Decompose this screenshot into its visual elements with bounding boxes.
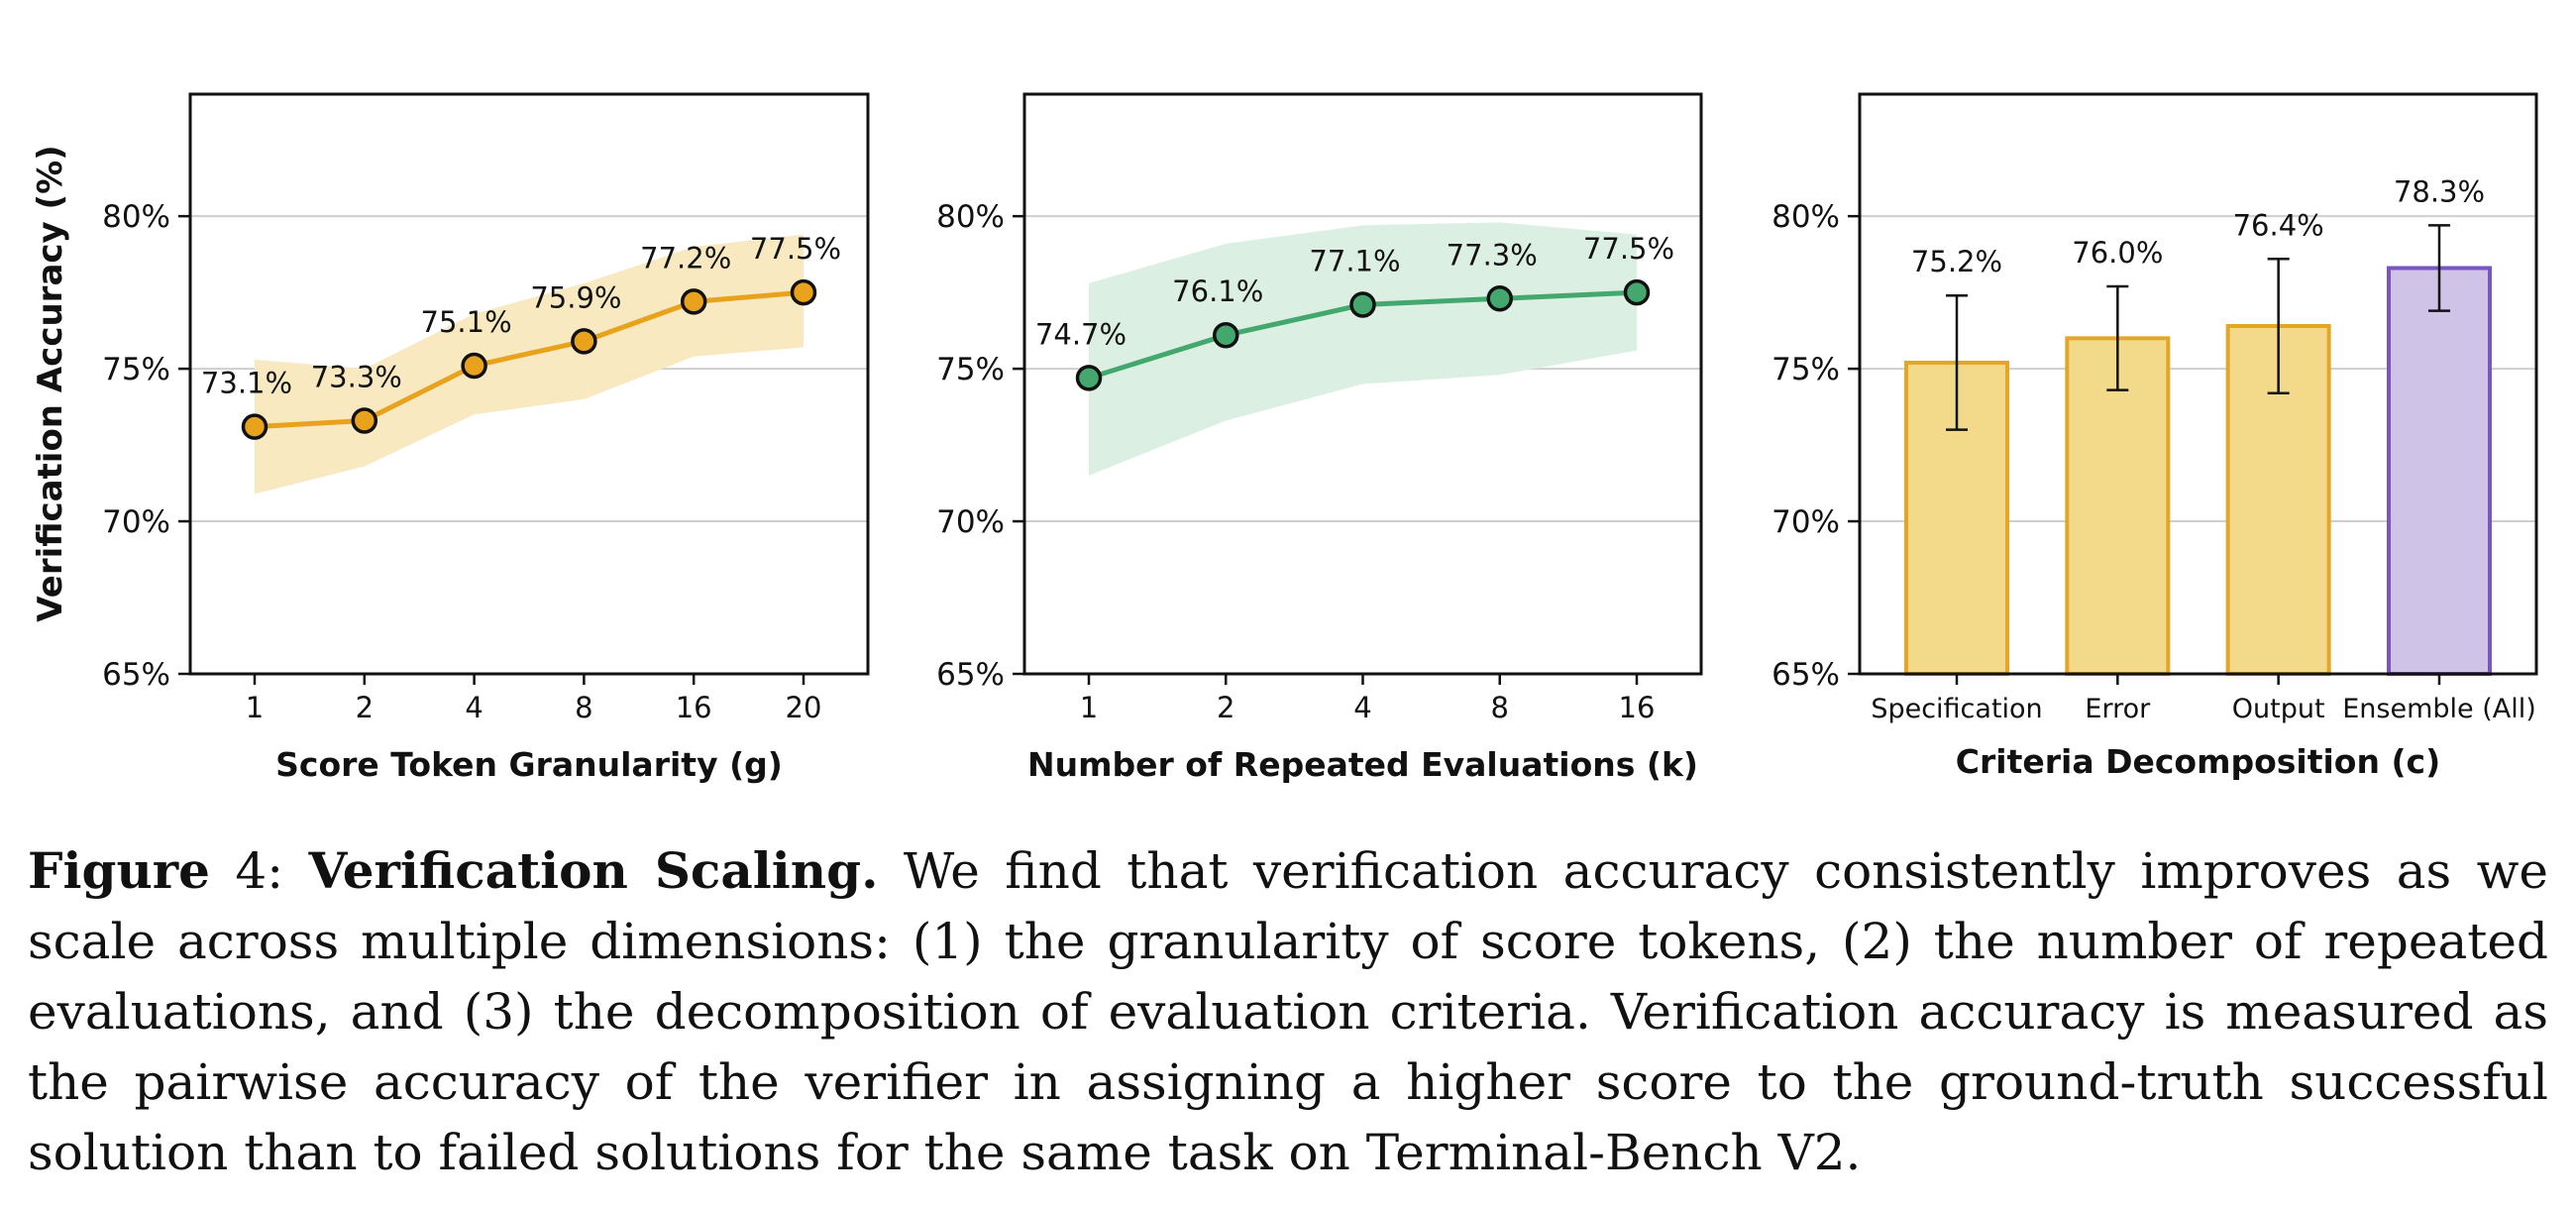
data-label: 73.1% — [201, 367, 292, 400]
caption-text: We find that verification accuracy consi… — [28, 842, 2549, 1181]
data-label: 73.3% — [311, 360, 402, 393]
y-tick-label: 70% — [102, 504, 170, 540]
data-point — [1075, 365, 1103, 391]
data-label: 75.2% — [1911, 245, 2002, 278]
data-label: 76.0% — [2072, 236, 2163, 270]
data-label: 77.3% — [1447, 238, 1538, 272]
x-tick-label: 8 — [1491, 691, 1509, 724]
data-point — [1349, 291, 1376, 318]
panel-repeated-evaluations: 65% 70% 75% 80% 74.7% 76.1% 77.1% 77.3% 77.5% 1 2 4… — [936, 92, 1703, 784]
y-tick-label: 65% — [936, 657, 1005, 693]
y-tick-label: 70% — [936, 504, 1005, 540]
y-tick-label: 75% — [102, 352, 170, 387]
panel-score-token-granularity: 65% 70% 75% 80% 73.1% 73.3% 75.1% 75.9% 77.2% 77.… — [102, 92, 870, 784]
data-label: 78.3% — [2394, 174, 2485, 208]
x-tick-label: 16 — [1619, 691, 1656, 724]
data-point — [790, 278, 817, 306]
x-tick-label: Specification — [1871, 694, 2042, 724]
plot-frame — [188, 92, 870, 676]
x-axis-title: Number of Repeated Evaluations (k) — [1027, 745, 1698, 784]
data-point — [1486, 285, 1513, 312]
data-label: 77.2% — [640, 241, 731, 275]
y-tick-label: 75% — [936, 352, 1005, 387]
data-label: 76.1% — [1172, 275, 1263, 308]
x-axis-title: Criteria Decomposition (c) — [1956, 742, 2440, 781]
data-label: 77.5% — [1583, 232, 1674, 266]
data-point — [351, 407, 378, 434]
data-point — [680, 288, 707, 315]
y-tick-label: 65% — [102, 657, 170, 693]
y-tick-label: 80% — [936, 199, 1005, 235]
plot-frame — [1022, 92, 1703, 676]
x-tick-label: 4 — [465, 691, 483, 724]
caption-title: Verification Scaling. — [308, 841, 879, 900]
x-tick-label: 2 — [1217, 691, 1234, 724]
data-label: 76.4% — [2233, 208, 2324, 242]
data-label: 74.7% — [1035, 317, 1127, 351]
x-tick-label: Ensemble (All) — [2342, 694, 2536, 724]
y-tick-label: 75% — [1771, 352, 1840, 387]
y-tick-label: 80% — [1771, 199, 1840, 235]
bar — [2387, 266, 2492, 676]
y-tick-label: 65% — [1771, 657, 1840, 693]
confidence-band — [255, 234, 804, 495]
data-point — [461, 352, 487, 380]
series-line — [254, 289, 805, 430]
caption-figure-label: Figure — [28, 841, 210, 900]
data-label: 75.1% — [421, 305, 512, 339]
x-tick-label: 2 — [356, 691, 374, 724]
data-label: 75.9% — [530, 280, 621, 314]
x-tick-label: 1 — [246, 691, 264, 724]
data-label: 77.1% — [1309, 244, 1400, 277]
y-tick-label: 80% — [102, 199, 170, 235]
data-point — [1623, 278, 1651, 306]
x-tick-label: 16 — [676, 691, 712, 724]
x-tick-label: 20 — [786, 691, 822, 724]
data-point — [241, 413, 268, 440]
figure-charts: Verification Accuracy (%) 65% 70% 75% 80% 73… — [31, 92, 2538, 784]
x-tick-label: 8 — [575, 691, 592, 724]
plot-frame — [1858, 92, 2538, 676]
x-tick-label: 4 — [1353, 691, 1371, 724]
x-tick-label: Error — [2085, 694, 2151, 724]
figure-caption: Figure 4: Verification Scaling. We find … — [28, 835, 2548, 1188]
panel-criteria-decomposition: 65% 70% 75% 80% 75.2% 76.0% 76.4% 78.3% Specific… — [1771, 92, 2538, 781]
data-label: 77.5% — [750, 232, 841, 266]
data-point — [571, 328, 597, 355]
x-axis-title: Score Token Granularity (g) — [275, 745, 783, 784]
y-tick-label: 70% — [1771, 504, 1840, 540]
y-axis-title: Verification Accuracy (%) — [31, 145, 70, 621]
data-point — [1213, 321, 1239, 349]
caption-figure-number: 4: — [209, 842, 309, 900]
x-tick-label: Output — [2232, 694, 2325, 724]
x-tick-label: 1 — [1080, 691, 1098, 724]
